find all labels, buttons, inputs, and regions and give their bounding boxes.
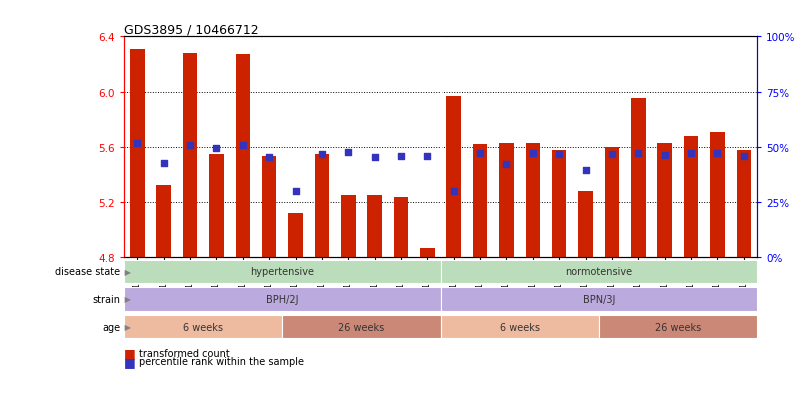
Text: normotensive: normotensive [566,266,632,277]
Point [263,154,276,161]
Bar [446,97,461,258]
Bar [441,260,757,283]
Point [447,188,460,195]
Point [316,152,328,158]
Bar [420,248,435,258]
Point [553,152,566,158]
Point [632,150,645,157]
Bar [315,154,329,258]
Text: 26 weeks: 26 weeks [338,322,384,332]
Bar [441,315,598,339]
Text: disease state: disease state [55,266,120,277]
Point [131,141,143,147]
Bar [710,132,725,258]
Point [473,150,486,157]
Text: percentile rank within the sample: percentile rank within the sample [139,356,304,366]
Bar [209,154,223,258]
Point [579,168,592,174]
Bar [605,147,619,258]
Bar [499,143,513,258]
Text: age: age [102,322,120,332]
Bar [262,157,276,258]
Point [236,143,249,150]
Point [157,161,170,167]
Bar [736,150,751,258]
Point [526,150,539,157]
Bar [525,143,540,258]
Text: ■: ■ [124,347,140,360]
Bar [394,197,409,258]
Point [368,154,381,161]
Bar [552,150,566,258]
Bar [684,136,698,258]
Point [685,150,698,157]
Text: ■: ■ [124,355,140,368]
Point [738,153,751,160]
Point [711,150,724,157]
Bar [473,145,487,258]
Bar [658,143,672,258]
Text: ▶: ▶ [122,323,131,331]
Bar [341,196,356,258]
Point [183,142,196,149]
Bar [235,55,250,258]
Bar [631,99,646,258]
Bar [124,287,441,311]
Text: BPN/3J: BPN/3J [582,294,615,304]
Point [210,145,223,152]
Bar [288,214,303,258]
Text: strain: strain [92,294,120,304]
Bar [156,186,171,258]
Point [342,149,355,156]
Text: hypertensive: hypertensive [251,266,314,277]
Text: transformed count: transformed count [139,348,229,358]
Bar [578,192,593,258]
Point [421,153,434,160]
Text: ▶: ▶ [122,267,131,276]
Point [606,152,618,158]
Bar [441,287,757,311]
Bar [183,54,197,258]
Bar [124,260,441,283]
Text: 6 weeks: 6 weeks [183,322,223,332]
Text: ▶: ▶ [122,295,131,304]
Text: 6 weeks: 6 weeks [500,322,540,332]
Text: GDS3895 / 10466712: GDS3895 / 10466712 [124,23,259,36]
Text: 26 weeks: 26 weeks [654,322,701,332]
Bar [130,50,145,258]
Point [395,153,408,160]
Point [500,161,513,168]
Point [289,188,302,195]
Text: BPH/2J: BPH/2J [266,294,299,304]
Bar [598,315,757,339]
Point [658,152,671,159]
Bar [282,315,441,339]
Bar [368,196,382,258]
Bar [124,315,282,339]
